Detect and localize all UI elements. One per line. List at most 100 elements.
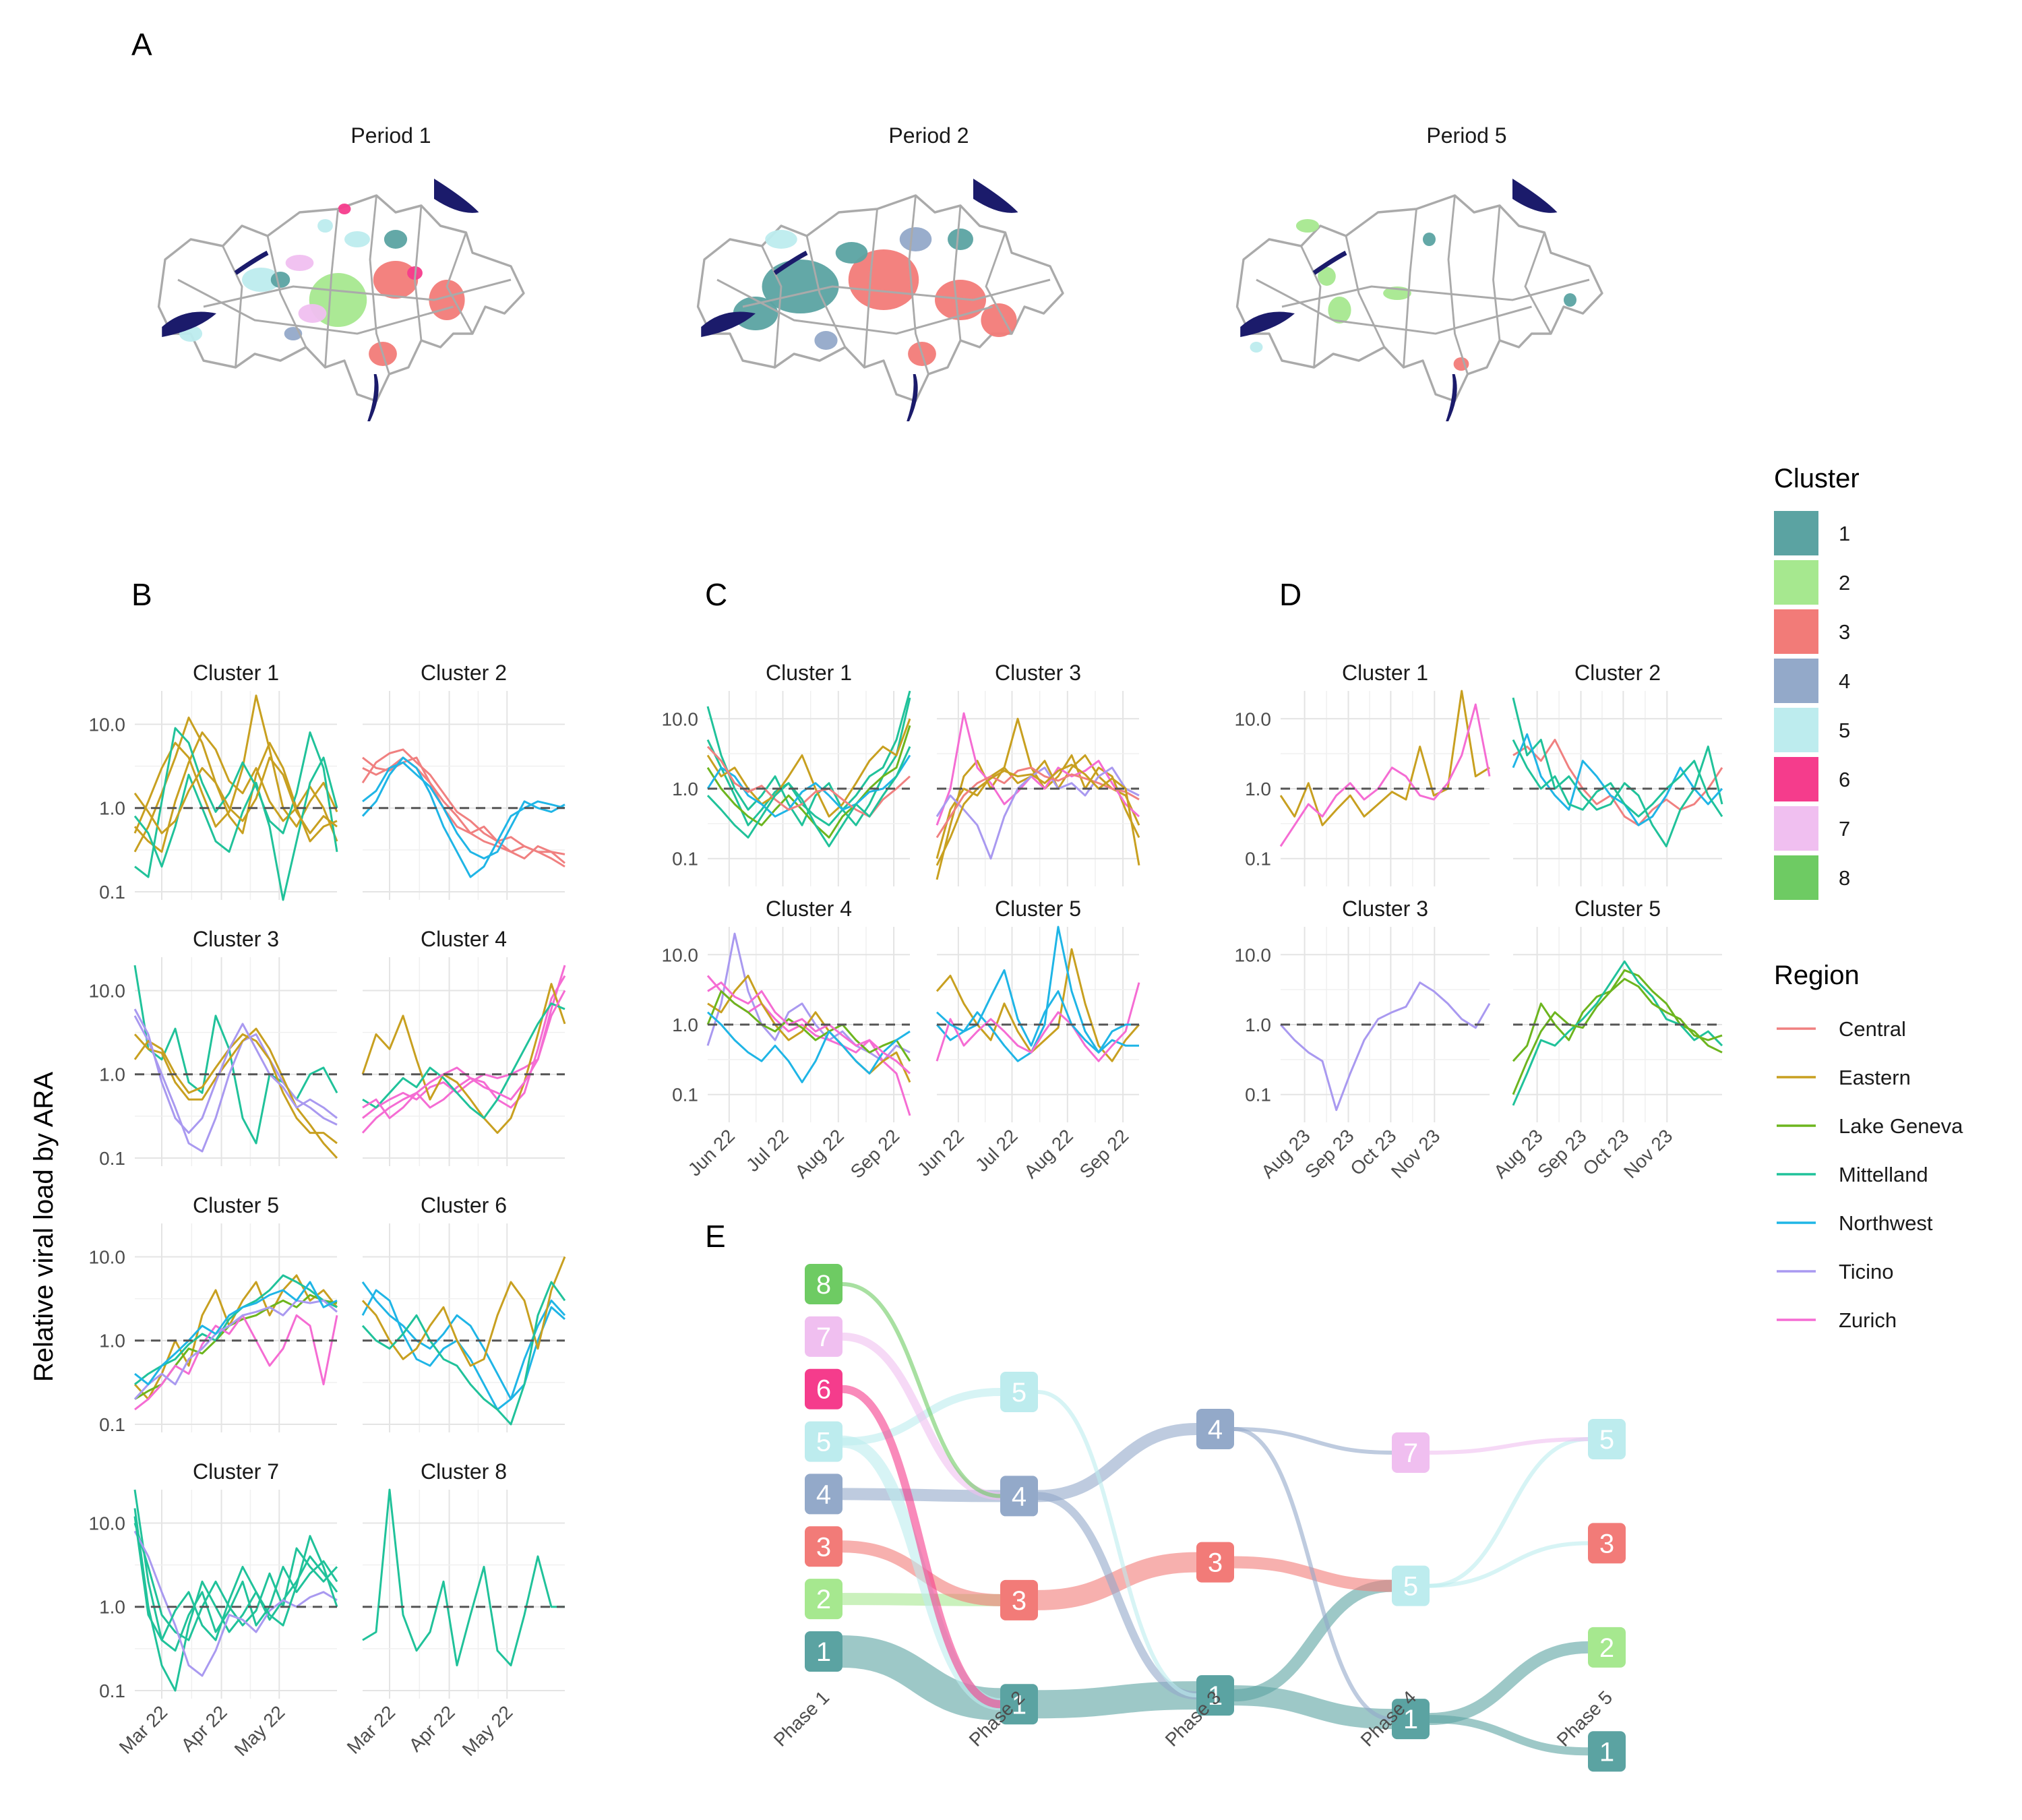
catchment-cluster-3 [935, 280, 986, 320]
canton-border [953, 205, 962, 341]
lake-geneva [1240, 311, 1295, 337]
legend-swatch-cluster-2 [1774, 560, 1818, 605]
facet-title: Cluster 5 [193, 1193, 279, 1217]
facet-title: Cluster 3 [1342, 897, 1428, 921]
lake-neuchatel [234, 250, 269, 275]
lake-maggiore [907, 374, 918, 421]
catchment-cluster-1 [948, 229, 973, 250]
sankey-nodes: 8 7 6 5 4 3 2 1 5 4 3 1 4 3 1 7 5 1 5 3 2 1 [805, 1264, 1626, 1772]
canton-border [446, 232, 474, 334]
series-line-lake-geneva [706, 725, 911, 839]
series-line-ticino [133, 1530, 338, 1677]
facet-title: Cluster 6 [421, 1193, 507, 1217]
lake-neuchatel [1312, 250, 1347, 275]
canton-border [742, 278, 1051, 308]
y-tick-label: 1.0 [672, 1014, 698, 1035]
node-label: 4 [1208, 1415, 1223, 1445]
node-phase-3-cluster-3 [1196, 1542, 1234, 1583]
flow-8-to-4 [842, 1282, 1001, 1498]
country-outline [1235, 194, 1603, 402]
series-line-mittelland [362, 1002, 565, 1120]
y-tick-label: 10.0 [89, 714, 126, 735]
facet-b-cluster-4: Cluster 4 [361, 927, 566, 1166]
facet-b-cluster-6: Cluster 6 [361, 1193, 566, 1432]
canton-border [1300, 245, 1322, 368]
catchment-cluster-5 [317, 219, 333, 233]
node-phase-5-cluster-2 [1588, 1627, 1626, 1668]
facet-title: Cluster 1 [1342, 661, 1428, 685]
flow-7-to-4 [842, 1332, 1001, 1500]
flow-4-to-4 [842, 1488, 1001, 1503]
legend-label-region: Zurich [1839, 1308, 1897, 1332]
lake-maggiore [367, 374, 379, 421]
x-tick-label: Nov 23 [1620, 1125, 1677, 1182]
legend-label-cluster-4: 4 [1839, 669, 1850, 693]
node-label: 3 [1208, 1548, 1223, 1578]
series-line-mittelland [133, 1516, 338, 1641]
node-phase-5-cluster-3 [1588, 1523, 1626, 1564]
catchment-cluster-1 [384, 230, 408, 249]
series-line-eastern [133, 1033, 338, 1145]
panel-label-a: A [131, 27, 152, 62]
legend-label-region: Lake Geneva [1839, 1114, 1963, 1138]
lake-neuchatel [773, 250, 808, 275]
map-title-period-1: Period 1 [350, 123, 431, 148]
catchment-cluster-7 [298, 304, 327, 323]
node-phase-1-cluster-4 [805, 1474, 842, 1515]
series-line-northwest [361, 1281, 565, 1401]
facet-title: Cluster 2 [421, 661, 507, 685]
canton-border [1281, 278, 1590, 308]
node-label: 6 [816, 1375, 831, 1405]
canton-border [805, 235, 847, 348]
y-tick-label: 10.0 [1235, 944, 1272, 965]
catchment-cluster-2 [1318, 267, 1336, 286]
node-label: 2 [816, 1585, 831, 1614]
canton-border [222, 245, 243, 368]
sankey-flows [842, 1282, 1589, 1756]
panel-b-small-multiples: B Cluster 1 10.0 1.0 0.1 Cluster 2 Cluster 3 1… [89, 577, 566, 1760]
node-phase-3-cluster-1 [1196, 1675, 1234, 1716]
node-phase-5-cluster-1 [1588, 1731, 1626, 1772]
y-tick-label: 0.1 [99, 882, 125, 903]
map-period-1 [157, 179, 525, 421]
series-line-central [362, 756, 565, 864]
canton-border [1492, 205, 1501, 341]
legend-swatch-cluster-4 [1774, 659, 1818, 703]
flow-7-to-5 [1429, 1437, 1589, 1455]
node-phase-1-cluster-1 [805, 1631, 842, 1672]
x-tick-label: Jun 22 [684, 1125, 739, 1180]
x-tick-label: Aug 22 [1020, 1125, 1077, 1182]
node-label: 5 [816, 1428, 831, 1457]
legend-swatch-cluster-5 [1774, 708, 1818, 752]
lake-maggiore [1446, 374, 1457, 421]
node-label: 5 [1599, 1425, 1614, 1455]
catchment-cluster-3 [848, 249, 919, 310]
flow-1-to-5 [1233, 1579, 1392, 1702]
flow-4-to-7 [1233, 1427, 1392, 1455]
x-tick-label: Jul 22 [971, 1125, 1022, 1176]
lake-constance [973, 179, 1018, 213]
legend-swatch-cluster-8 [1774, 855, 1818, 900]
x-tick-label: Aug 22 [791, 1125, 848, 1182]
series-line-northwest [362, 761, 565, 859]
node-phase-2-cluster-1 [1000, 1684, 1038, 1725]
y-tick-label: 10.0 [662, 708, 699, 729]
x-tick-label: Aug 23 [1490, 1125, 1547, 1182]
y-tick-label: 0.1 [99, 1414, 125, 1435]
facet-b-cluster-1: Cluster 1 10.0 1.0 0.1 [89, 661, 338, 903]
x-tick-label: Sep 23 [1533, 1125, 1591, 1182]
series-line-zurich [362, 990, 566, 1120]
panel-c-small-multiples: C Cluster 1 10.0 1.0 0.1 Cluster 3 Cluster 4 1… [662, 577, 1140, 1182]
flow-1-to-2 [1429, 1641, 1589, 1726]
x-tick-label: Apr 22 [405, 1701, 459, 1755]
series-line-eastern [1279, 690, 1490, 826]
x-tick-label: Nov 23 [1387, 1125, 1444, 1182]
node-label: 3 [1012, 1586, 1027, 1616]
node-phase-1-cluster-6 [805, 1368, 842, 1409]
canton-border [985, 232, 1013, 334]
canton-border [266, 235, 307, 348]
catchment-cluster-2 [1328, 297, 1351, 324]
node-phase-4-cluster-1 [1392, 1699, 1430, 1740]
